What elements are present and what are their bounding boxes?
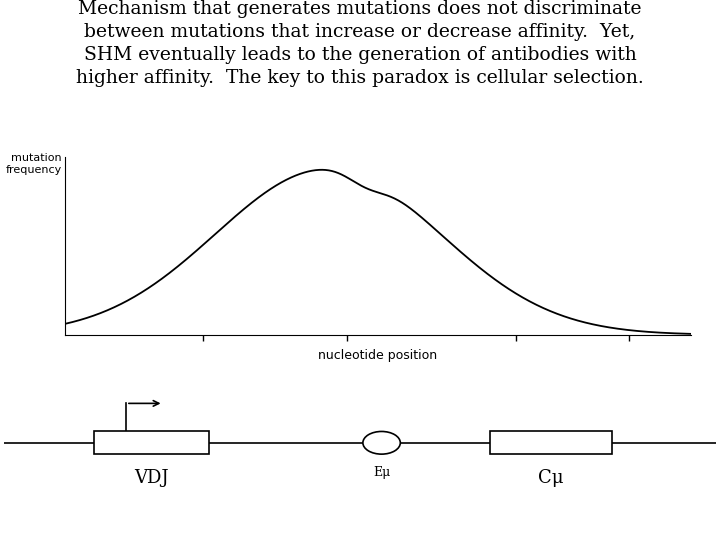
Text: Eμ: Eμ (373, 466, 390, 479)
Bar (94, 431, 209, 454)
Ellipse shape (363, 431, 400, 454)
Text: VDJ: VDJ (134, 469, 168, 487)
Bar (490, 431, 612, 454)
Text: Cμ: Cμ (538, 469, 564, 487)
Text: Mechanism that generates mutations does not discriminate
between mutations that : Mechanism that generates mutations does … (76, 0, 644, 87)
X-axis label: nucleotide position: nucleotide position (318, 349, 438, 362)
Y-axis label: mutation
frequency: mutation frequency (6, 153, 62, 174)
